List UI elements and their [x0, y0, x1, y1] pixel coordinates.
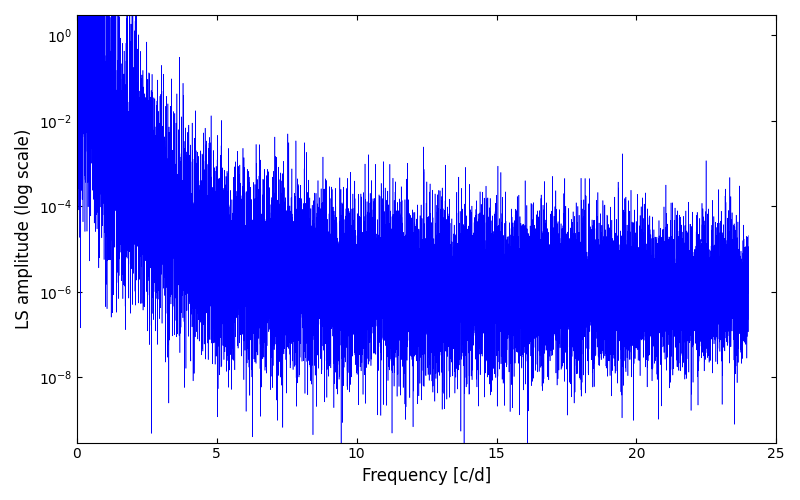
Y-axis label: LS amplitude (log scale): LS amplitude (log scale) [15, 128, 33, 329]
X-axis label: Frequency [c/d]: Frequency [c/d] [362, 467, 491, 485]
